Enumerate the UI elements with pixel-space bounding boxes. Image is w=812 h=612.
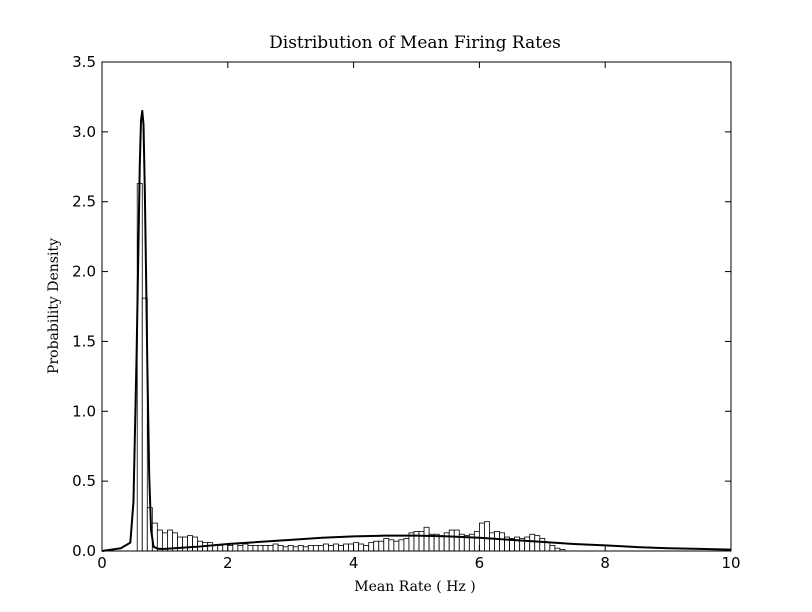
histogram-bar	[489, 532, 495, 552]
histogram-bar	[192, 536, 199, 552]
histogram-bar	[257, 545, 264, 552]
x-axis-label: Mean Rate ( Hz )	[354, 579, 475, 595]
histogram-bar	[418, 531, 425, 552]
density-curve	[101, 109, 732, 552]
histogram-bar	[307, 545, 314, 552]
histogram-bar	[282, 546, 289, 552]
y-tick-label: 3.5	[72, 53, 96, 71]
y-tick-label: 0.5	[72, 472, 96, 490]
histogram-bar	[292, 546, 299, 552]
histogram-bar	[247, 545, 254, 552]
histogram-bar	[237, 545, 244, 552]
x-axis-ticks: 0 2 4 6 8 10	[97, 62, 741, 572]
histogram-bar	[544, 542, 551, 552]
histogram-bar	[317, 545, 324, 552]
histogram-bar	[242, 543, 249, 552]
histogram-bar	[363, 545, 370, 552]
y-axis-label: Probability Density	[46, 238, 62, 374]
histogram-bar	[182, 536, 188, 552]
histogram-bar	[534, 535, 541, 552]
y-axis-ticks: 0.0 0.5 1.0 1.5 2.0 2.5 3.0 3.5	[72, 53, 731, 560]
histogram-bar	[333, 543, 339, 552]
y-tick-label: 1.5	[72, 332, 96, 350]
histogram-bar	[373, 540, 380, 552]
histogram-bar	[353, 542, 360, 552]
histogram-bar	[277, 545, 284, 552]
histogram-bar	[494, 531, 500, 552]
histogram-bar	[323, 543, 329, 552]
histogram-bar	[388, 539, 395, 552]
histogram-bar	[232, 543, 239, 552]
histogram-bar	[227, 545, 234, 552]
histogram-bar	[358, 543, 365, 552]
histogram-bar	[448, 529, 455, 552]
histogram-bar	[539, 538, 546, 552]
histogram-bar	[529, 533, 536, 552]
histogram-bar	[484, 521, 490, 552]
histogram-bar	[473, 531, 480, 552]
histogram-bar	[297, 545, 304, 552]
y-tick-label: 2.5	[72, 193, 96, 211]
histogram-bar	[272, 543, 279, 552]
histogram-bar	[524, 536, 531, 552]
histogram-bar	[398, 539, 405, 552]
x-tick-label: 0	[97, 554, 107, 572]
plot-frame	[101, 61, 732, 552]
x-tick-label: 8	[600, 554, 610, 572]
histogram-bar	[302, 546, 309, 552]
histogram-bars	[136, 183, 566, 552]
histogram-bar	[348, 543, 355, 552]
histogram-bar	[207, 542, 214, 552]
y-tick-label: 2.0	[72, 263, 96, 281]
histogram-bar	[423, 526, 430, 552]
y-tick-label: 0.0	[72, 542, 96, 560]
histogram-bar	[338, 545, 344, 552]
histogram-bar	[453, 529, 460, 552]
histogram-bar	[378, 540, 385, 552]
histogram-bar	[262, 545, 269, 552]
histogram-bar	[383, 538, 390, 552]
histogram-bar	[187, 535, 193, 552]
histogram-bar	[368, 542, 375, 552]
histogram-bar	[549, 545, 556, 552]
histogram-bar	[287, 545, 294, 552]
histogram-bar	[403, 538, 410, 552]
histogram-bar	[499, 532, 505, 552]
y-tick-label: 3.0	[72, 123, 96, 141]
x-tick-label: 4	[349, 554, 359, 572]
histogram-bar	[343, 543, 349, 552]
histogram-bar	[393, 540, 400, 552]
y-tick-label: 1.0	[72, 402, 96, 420]
histogram-bar	[217, 545, 224, 552]
histogram-bar	[312, 545, 319, 552]
x-tick-label: 2	[223, 554, 233, 572]
histogram-bar	[252, 545, 259, 552]
histogram-bar	[267, 545, 274, 552]
x-tick-label: 10	[721, 554, 740, 572]
histogram-bar	[438, 535, 445, 552]
x-tick-label: 6	[475, 554, 485, 572]
histogram-bar	[328, 545, 334, 552]
histogram-bar	[413, 531, 420, 552]
chart-title: Distribution of Mean Firing Rates	[269, 33, 561, 53]
